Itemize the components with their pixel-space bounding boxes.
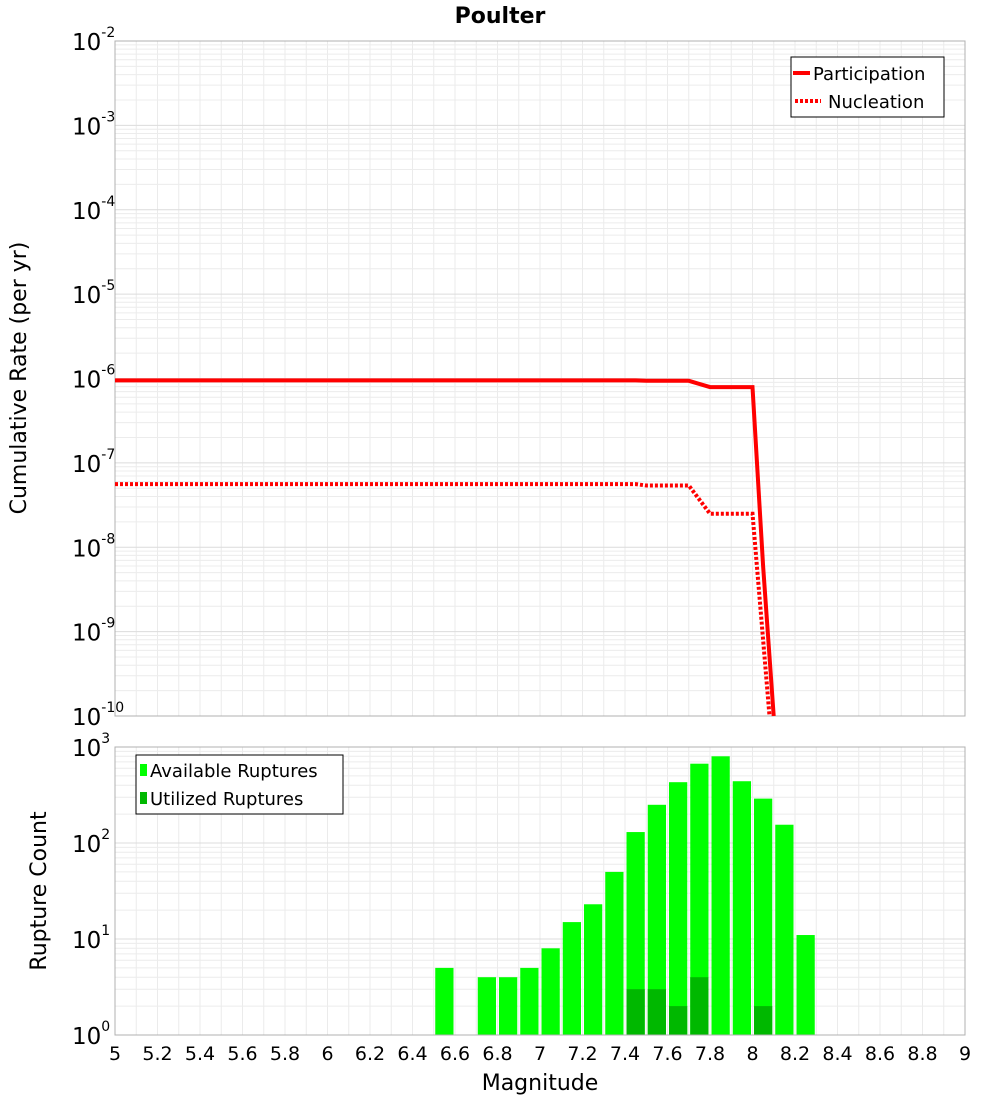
legend-available-label: Available Ruptures	[150, 761, 318, 782]
x-tick-label: 6.4	[397, 1043, 427, 1065]
x-tick-label: 6.2	[355, 1043, 385, 1065]
rate-series-lines	[115, 378, 776, 717]
legend-utilized-label: Utilized Ruptures	[150, 789, 303, 810]
count-y-axis-label: Rupture Count	[27, 811, 52, 971]
available-bar	[605, 871, 624, 1035]
y-tick-label: 101	[72, 923, 110, 954]
utilized-bar	[669, 1006, 688, 1035]
rate-y-tick-labels: 10-2 10-3 10-4 10-5 10-6 10-7 10-8 10-9 10-10	[72, 25, 124, 731]
y-tick-label: 10-9	[72, 616, 115, 647]
available-bar	[690, 763, 709, 1035]
available-bar	[775, 824, 794, 1035]
x-tick-label: 8.4	[822, 1043, 852, 1065]
y-tick-label: 10-4	[72, 194, 115, 225]
rate-legend-box	[790, 56, 945, 118]
count-x-tick-labels: 5 5.2 5.4 5.6 5.8 6 6.2 6.4 6.6 6.8 7 7.2 7.4 7.6 7.8 8…	[109, 1043, 971, 1065]
legend-nucleation-label: Nucleation	[828, 92, 924, 113]
x-tick-label: 7.8	[695, 1043, 725, 1065]
count-plot-frame	[114, 746, 966, 1036]
utilized-bar	[647, 989, 666, 1035]
y-tick-label: 10-2	[72, 25, 115, 56]
utilized-bar	[754, 1006, 773, 1035]
available-bar	[435, 967, 454, 1035]
available-bar	[562, 922, 581, 1035]
series-line-nucleation	[115, 482, 772, 717]
available-bar	[520, 967, 539, 1035]
available-bar	[711, 756, 730, 1035]
x-axis-label: Magnitude	[482, 1071, 599, 1096]
y-tick-label: 10-6	[72, 363, 115, 394]
available-bar	[477, 977, 496, 1035]
available-bar	[796, 935, 815, 1035]
x-tick-label: 7.2	[567, 1043, 597, 1065]
available-bar	[732, 781, 751, 1035]
count-y-tick-labels: 103 102 101 100	[72, 731, 110, 1050]
x-tick-label: 7.6	[652, 1043, 682, 1065]
available-bar	[669, 782, 688, 1035]
available-bar	[584, 904, 603, 1035]
y-tick-label: 10-7	[72, 447, 115, 478]
available-bar	[499, 977, 518, 1035]
x-tick-label: 8.6	[865, 1043, 895, 1065]
utilized-bar	[626, 989, 645, 1035]
x-tick-label: 6.8	[482, 1043, 512, 1065]
x-tick-label: 8.8	[907, 1043, 937, 1065]
y-tick-label: 102	[72, 827, 110, 858]
x-tick-label: 5.4	[185, 1043, 215, 1065]
y-tick-label: 10-3	[72, 109, 115, 140]
rate-legend: Participation Nucleation	[790, 56, 945, 118]
x-tick-label: 5.6	[227, 1043, 257, 1065]
x-tick-label: 6.6	[440, 1043, 470, 1065]
count-panel: 103 102 101 100 5 5.2 5.4 5.6 5.8 6 6.2 6.4 6.6 6.8 7…	[27, 731, 971, 1096]
available-bar	[647, 804, 666, 1035]
x-tick-label: 7.4	[610, 1043, 640, 1065]
x-tick-label: 8	[746, 1043, 758, 1065]
y-tick-label: 10-5	[72, 278, 115, 309]
legend-available-swatch	[140, 764, 147, 776]
y-tick-label: 103	[72, 731, 110, 762]
y-tick-label: 10-10	[72, 700, 124, 731]
rate-panel: 10-2 10-3 10-4 10-5 10-6 10-7 10-8 10-9 10-10 Cu…	[7, 25, 966, 731]
x-tick-label: 7	[534, 1043, 546, 1065]
count-bars	[435, 756, 815, 1035]
count-legend-box	[135, 754, 344, 815]
x-tick-label: 9	[959, 1043, 971, 1065]
available-bar	[626, 832, 645, 1035]
available-bar	[754, 798, 773, 1035]
count-legend: Available Ruptures Utilized Ruptures	[135, 754, 344, 815]
legend-utilized-swatch	[140, 792, 147, 804]
utilized-bar	[690, 977, 709, 1035]
x-tick-label: 6	[321, 1043, 333, 1065]
x-tick-label: 8.2	[780, 1043, 810, 1065]
x-tick-label: 5	[109, 1043, 121, 1065]
chart-title: Poulter	[455, 4, 546, 29]
y-tick-label: 100	[72, 1019, 110, 1050]
series-line-participation	[115, 378, 776, 717]
available-bar	[541, 948, 560, 1035]
legend-participation-label: Participation	[813, 64, 925, 85]
y-tick-label: 10-8	[72, 531, 115, 562]
rate-y-axis-label: Cumulative Rate (per yr)	[7, 242, 32, 515]
x-tick-label: 5.8	[270, 1043, 300, 1065]
x-tick-label: 5.2	[142, 1043, 172, 1065]
